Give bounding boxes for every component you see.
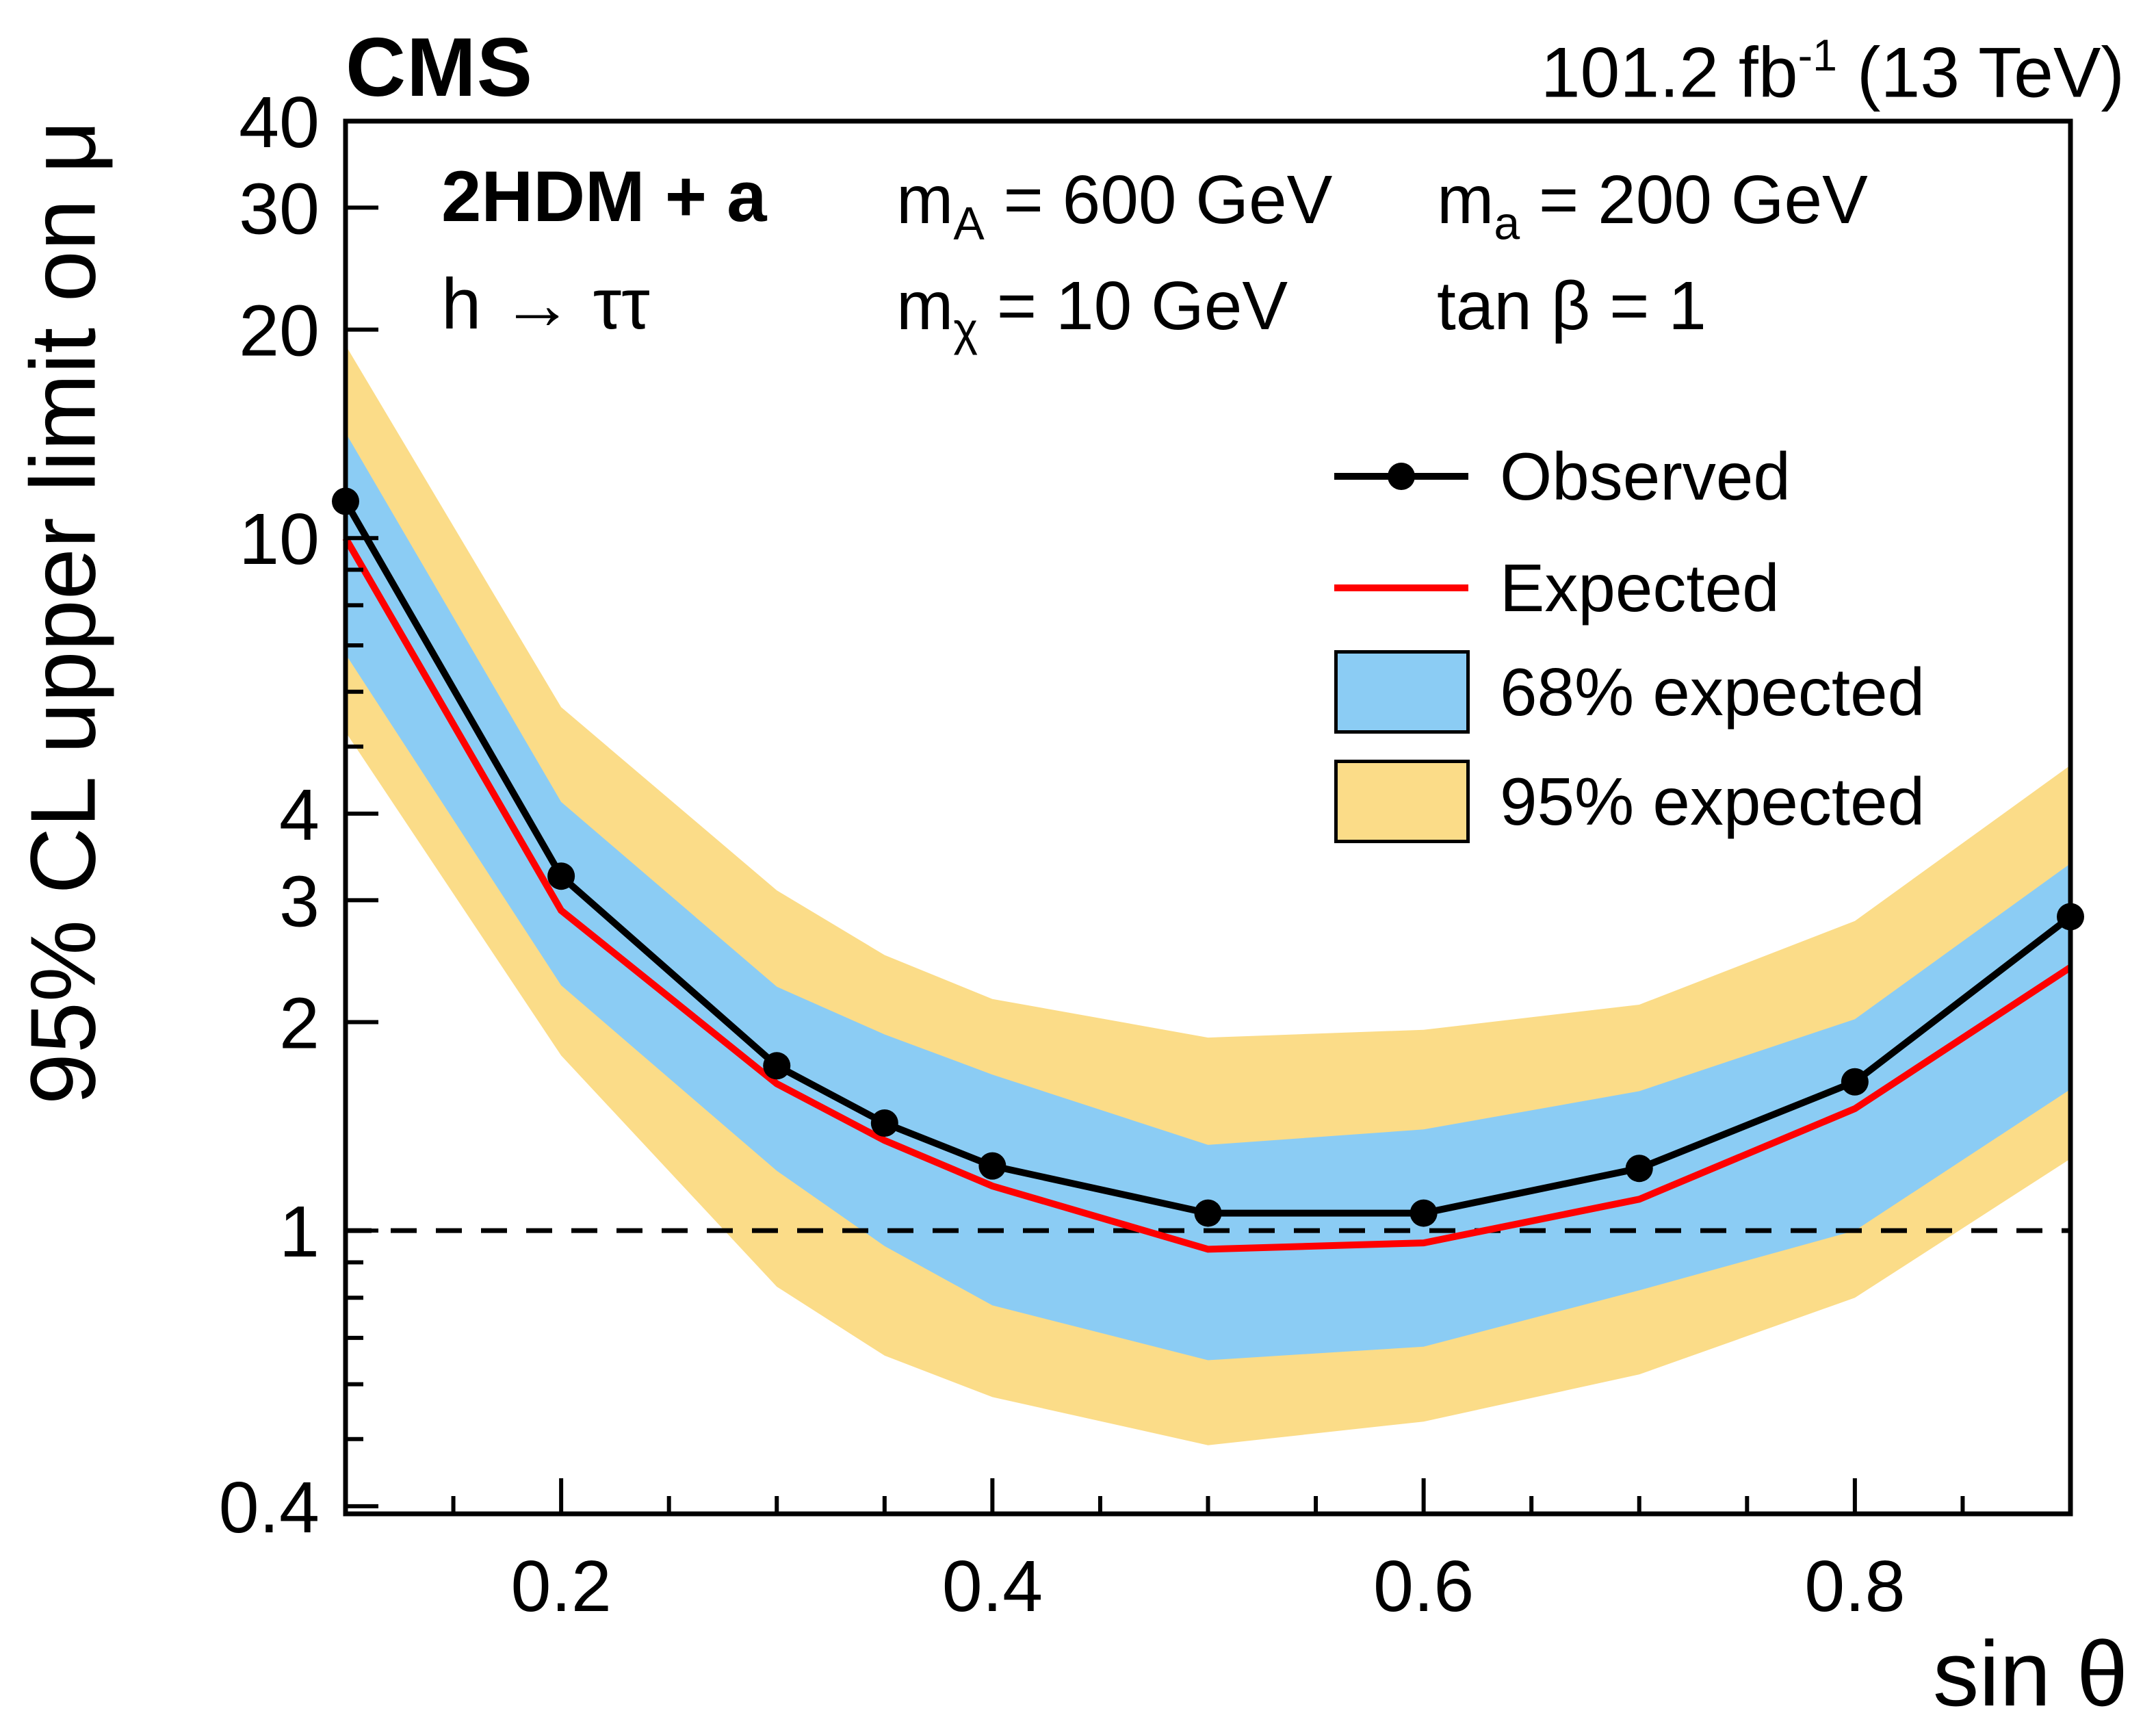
observed-marker xyxy=(547,862,575,890)
expected-curve xyxy=(342,536,2073,1253)
param-sub: a xyxy=(1494,197,1520,250)
legend-item-expected: Expected xyxy=(1334,543,2121,633)
legend-label: 95% expected xyxy=(1500,763,1925,839)
param-sub: χ xyxy=(953,303,978,356)
observed-line-icon xyxy=(1334,431,1468,521)
legend-swatch-68 xyxy=(1334,650,1470,734)
legend-item-95: 95% expected xyxy=(1334,756,2121,847)
observed-marker xyxy=(1194,1199,1222,1227)
legend-line-red xyxy=(1334,584,1468,591)
lumi-value: 101.2 fb xyxy=(1540,33,1798,113)
legend-swatch-95 xyxy=(1334,760,1470,843)
luminosity-label: 101.2 fb-1 (13 TeV) xyxy=(1541,30,2125,114)
legend-item-observed: Observed xyxy=(1334,431,2121,521)
legend-label: 68% expected xyxy=(1500,654,1925,730)
lumi-exponent: -1 xyxy=(1797,31,1837,80)
decay-label: h → ττ xyxy=(441,264,650,344)
observed-marker xyxy=(1410,1199,1438,1227)
x-tick-label: 0.2 xyxy=(510,1546,611,1627)
param-base: m xyxy=(1437,162,1494,238)
observed-marker xyxy=(1625,1155,1653,1183)
band-68-expected xyxy=(346,433,2070,1361)
expected-line-icon xyxy=(1334,543,1468,633)
observed-marker xyxy=(870,1109,898,1137)
band95-swatch-icon xyxy=(1334,756,1470,847)
y-tick-label: 10 xyxy=(239,499,320,580)
x-tick-label: 0.8 xyxy=(1804,1546,1905,1627)
y-axis-title: 95% CL upper limit on μ xyxy=(11,120,115,1105)
y-tick-label: 4 xyxy=(279,775,320,855)
y-tick-label: 3 xyxy=(279,861,320,942)
experiment-label: CMS xyxy=(346,21,534,114)
y-tick-label: 20 xyxy=(239,291,320,372)
legend-label: Expected xyxy=(1500,550,1780,626)
legend-item-68: 68% expected xyxy=(1334,647,2121,737)
param-base: m xyxy=(896,162,954,238)
model-label: 2HDM + a xyxy=(441,157,767,237)
band68-swatch-icon xyxy=(1334,647,1470,737)
param-mchi: mχ = 10 GeV xyxy=(896,267,1288,356)
param-tanbeta: tan β = 1 xyxy=(1437,268,1706,344)
observed-marker xyxy=(1841,1068,1869,1096)
param-value: = 600 GeV xyxy=(984,162,1333,238)
y-tick-label: 1 xyxy=(279,1192,320,1272)
observed-marker xyxy=(978,1152,1006,1180)
param-value: = 200 GeV xyxy=(1520,162,1868,238)
legend-marker-dot xyxy=(1388,463,1415,490)
param-sub: A xyxy=(953,197,985,250)
x-axis-title: sin θ xyxy=(1932,1622,2128,1725)
param-ma: ma = 200 GeV xyxy=(1437,161,1868,250)
y-tick-label: 30 xyxy=(239,168,320,249)
legend-label: Observed xyxy=(1500,438,1791,514)
y-tick-label: 2 xyxy=(279,983,320,1064)
param-mA: mA = 600 GeV xyxy=(896,161,1332,250)
y-tick-label: 40 xyxy=(239,82,320,163)
x-tick-label: 0.6 xyxy=(1373,1546,1474,1627)
param-value: = 10 GeV xyxy=(978,268,1288,344)
observed-curve xyxy=(342,500,2073,1217)
x-tick-label: 0.4 xyxy=(942,1546,1043,1627)
lumi-energy: (13 TeV) xyxy=(1836,33,2125,113)
param-base: m xyxy=(896,268,954,344)
observed-marker xyxy=(763,1052,791,1080)
y-tick-label: 0.4 xyxy=(219,1467,320,1548)
